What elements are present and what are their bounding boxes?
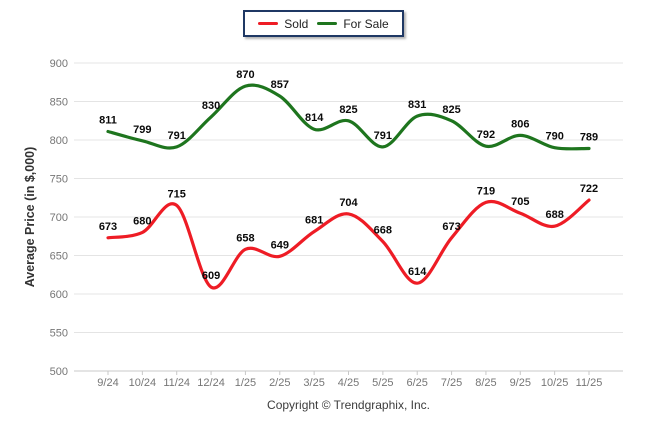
x-tick-label: 11/25	[576, 377, 603, 389]
y-tick-label: 750	[50, 174, 68, 186]
value-label: 831	[408, 99, 426, 111]
value-label: 791	[374, 130, 392, 142]
value-label: 870	[236, 69, 254, 81]
value-label: 719	[477, 185, 495, 197]
value-label: 673	[99, 221, 117, 233]
x-tick-label: 4/25	[338, 377, 359, 389]
value-label: 789	[580, 131, 598, 143]
x-tick-label: 12/24	[197, 377, 225, 389]
legend: Sold For Sale	[243, 10, 404, 37]
x-tick-label: 2/25	[269, 377, 290, 389]
x-tick-label: 10/25	[541, 377, 569, 389]
x-tick-label: 5/25	[372, 377, 393, 389]
value-label: 614	[408, 266, 427, 278]
legend-label-sold: Sold	[284, 16, 309, 31]
y-tick-label: 700	[50, 212, 68, 224]
y-tick-label: 500	[50, 366, 68, 378]
value-label: 673	[442, 221, 460, 233]
value-label: 722	[580, 183, 598, 195]
x-tick-label: 3/25	[303, 377, 324, 389]
value-label: 704	[339, 197, 358, 209]
chart-svg: 500 550 600 650 700 750 800 850 900 9/24 10/24 11/2…	[50, 58, 623, 389]
value-label: 825	[442, 104, 460, 116]
value-label: 680	[133, 215, 151, 227]
value-label: 649	[271, 239, 289, 251]
value-label: 811	[99, 115, 117, 127]
value-label: 668	[374, 225, 392, 237]
value-label: 715	[168, 188, 186, 200]
value-label: 791	[168, 130, 186, 142]
x-tick-label: 8/25	[475, 377, 496, 389]
value-label: 806	[511, 118, 529, 130]
value-label: 658	[236, 232, 254, 244]
y-tick-label: 850	[50, 97, 68, 109]
legend-item-for-sale: For Sale	[317, 16, 389, 31]
y-tick-label: 900	[50, 58, 68, 70]
value-label: 830	[202, 100, 220, 112]
x-tick-label: 7/25	[441, 377, 462, 389]
value-label: 609	[202, 270, 220, 282]
legend-label-for-sale: For Sale	[343, 16, 389, 31]
y-tick-label: 600	[50, 289, 68, 301]
sold-line-swatch-icon	[258, 22, 279, 25]
value-label: 825	[339, 104, 357, 116]
series-line-sold	[106, 198, 591, 290]
x-tick-label: 6/25	[407, 377, 428, 389]
x-tick-label: 1/25	[235, 377, 256, 389]
value-label: 814	[305, 112, 324, 124]
value-label: 705	[511, 196, 529, 208]
legend-item-sold: Sold	[258, 17, 308, 31]
y-tick-label: 550	[50, 328, 68, 340]
value-label: 857	[271, 79, 289, 91]
for-sale-line-swatch-icon	[317, 22, 338, 25]
y-tick-label: 650	[50, 251, 68, 263]
value-label: 681	[305, 215, 323, 227]
y-tick-label: 800	[50, 135, 68, 147]
value-label: 799	[133, 124, 151, 136]
x-tick-label: 10/24	[129, 377, 157, 389]
series-line-for-sale	[106, 83, 591, 151]
value-label: 688	[545, 209, 563, 221]
x-tick-label: 9/25	[510, 377, 531, 389]
x-tick-label: 11/24	[163, 377, 190, 389]
copyright-text: Copyright © Trendgraphix, Inc.	[267, 398, 430, 412]
value-label: 790	[545, 131, 563, 143]
x-tick-label: 9/24	[97, 377, 118, 389]
value-label: 792	[477, 129, 495, 141]
